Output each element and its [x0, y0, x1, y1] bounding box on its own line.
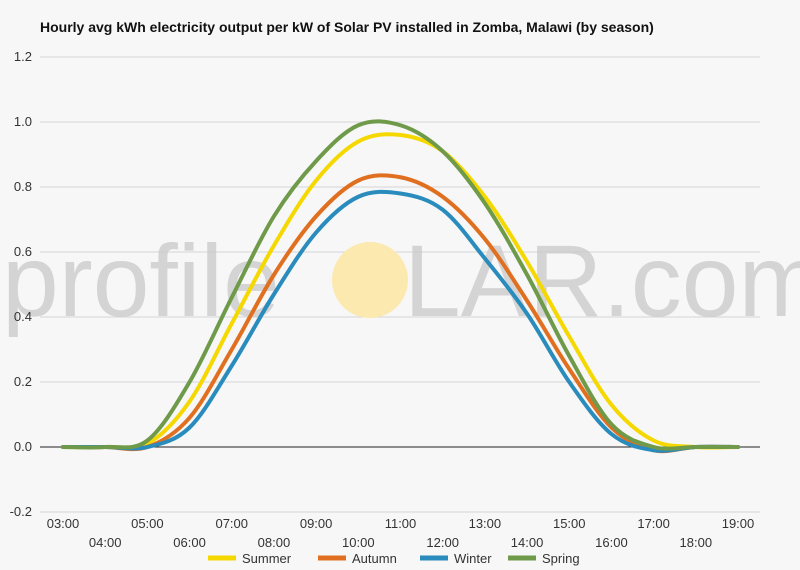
legend: Summer Autumn Winter Spring [208, 551, 580, 566]
x-tick-label: 07:00 [215, 516, 248, 531]
watermark-sun [332, 242, 408, 318]
x-tick-label: 08:00 [258, 535, 291, 550]
x-tick-label: 13:00 [469, 516, 502, 531]
x-tick-label: 03:00 [47, 516, 80, 531]
y-tick-label: 0.0 [14, 439, 32, 454]
watermark: profile LAR.com [2, 224, 800, 338]
legend-label-autumn: Autumn [352, 551, 397, 566]
legend-label-summer: Summer [242, 551, 292, 566]
y-tick-label: 0.2 [14, 374, 32, 389]
y-axis-ticks: -0.2 0.0 0.2 0.4 0.6 0.8 1.0 1.2 [10, 49, 32, 519]
chart-title: Hourly avg kWh electricity output per kW… [40, 19, 654, 35]
watermark-text-right: LAR.com [404, 224, 800, 338]
x-tick-label: 12:00 [426, 535, 459, 550]
x-tick-label: 15:00 [553, 516, 586, 531]
x-tick-label: 04:00 [89, 535, 122, 550]
y-tick-label: -0.2 [10, 504, 32, 519]
series-line-autumn [61, 173, 740, 454]
y-tick-label: 1.2 [14, 49, 32, 64]
x-tick-label: 06:00 [173, 535, 206, 550]
x-tick-label: 19:00 [722, 516, 755, 531]
x-tick-label: 18:00 [680, 535, 713, 550]
x-tick-label: 11:00 [385, 516, 417, 531]
x-tick-label: 14:00 [511, 535, 544, 550]
x-tick-label: 05:00 [131, 516, 164, 531]
series-line-summer [61, 132, 740, 451]
grid [40, 56, 760, 513]
x-axis-ticks: 03:00 05:00 07:00 09:00 11:00 13:00 15:00 17:00… [47, 516, 755, 550]
y-tick-label: 0.4 [14, 309, 32, 324]
x-tick-label: 10:00 [342, 535, 375, 550]
x-tick-label: 16:00 [595, 535, 628, 550]
y-tick-label: 0.6 [14, 244, 32, 259]
series-lines [61, 119, 740, 454]
series-line-winter [61, 189, 740, 453]
x-tick-label: 17:00 [637, 516, 670, 531]
legend-label-winter: Winter [454, 551, 492, 566]
x-tick-label: 09:00 [300, 516, 333, 531]
y-tick-label: 0.8 [14, 179, 32, 194]
series-line-spring [61, 119, 740, 451]
legend-label-spring: Spring [542, 551, 580, 566]
y-tick-label: 1.0 [14, 114, 32, 129]
